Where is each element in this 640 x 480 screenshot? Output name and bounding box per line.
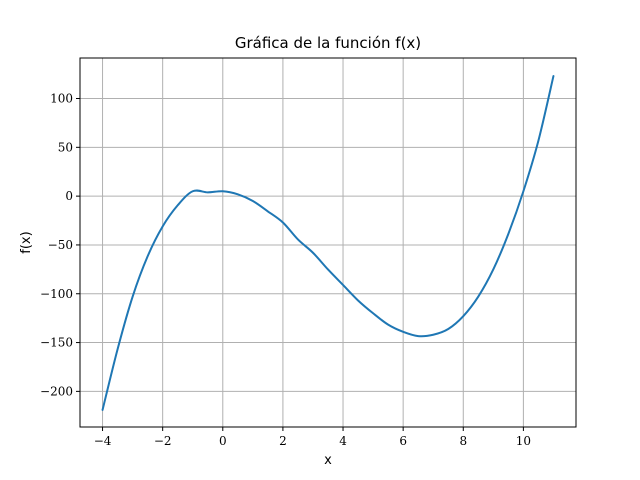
x-tick-label: 4 (339, 434, 347, 448)
y-tick-label: −200 (40, 384, 73, 398)
y-tick-label: −100 (40, 287, 73, 301)
y-tick-label: 0 (65, 189, 73, 203)
y-tick-label: 100 (50, 92, 73, 106)
series-layer (101, 75, 555, 411)
y-tick-label: −150 (40, 336, 73, 350)
x-axis-title: x (324, 453, 332, 468)
function-curve (101, 75, 555, 411)
x-tick-label: 10 (516, 434, 531, 448)
x-tick-label: 6 (399, 434, 407, 448)
x-tick-label: 0 (219, 434, 227, 448)
y-axis-title: f(x) (19, 231, 34, 253)
x-tick-label: 8 (459, 434, 467, 448)
x-tick-label: 2 (279, 434, 287, 448)
chart-title: Gráfica de la función f(x) (235, 34, 421, 52)
plot-area-frame (79, 57, 577, 428)
y-tick-label: −50 (48, 238, 73, 252)
grid (80, 58, 576, 427)
x-tick-label: −4 (94, 434, 112, 448)
ticks: −4 −2 0 2 4 6 8 10 −200 −150 −100 −50 0 50 100 (40, 92, 531, 448)
y-tick-label: 50 (58, 140, 73, 154)
x-tick-label: −2 (154, 434, 172, 448)
